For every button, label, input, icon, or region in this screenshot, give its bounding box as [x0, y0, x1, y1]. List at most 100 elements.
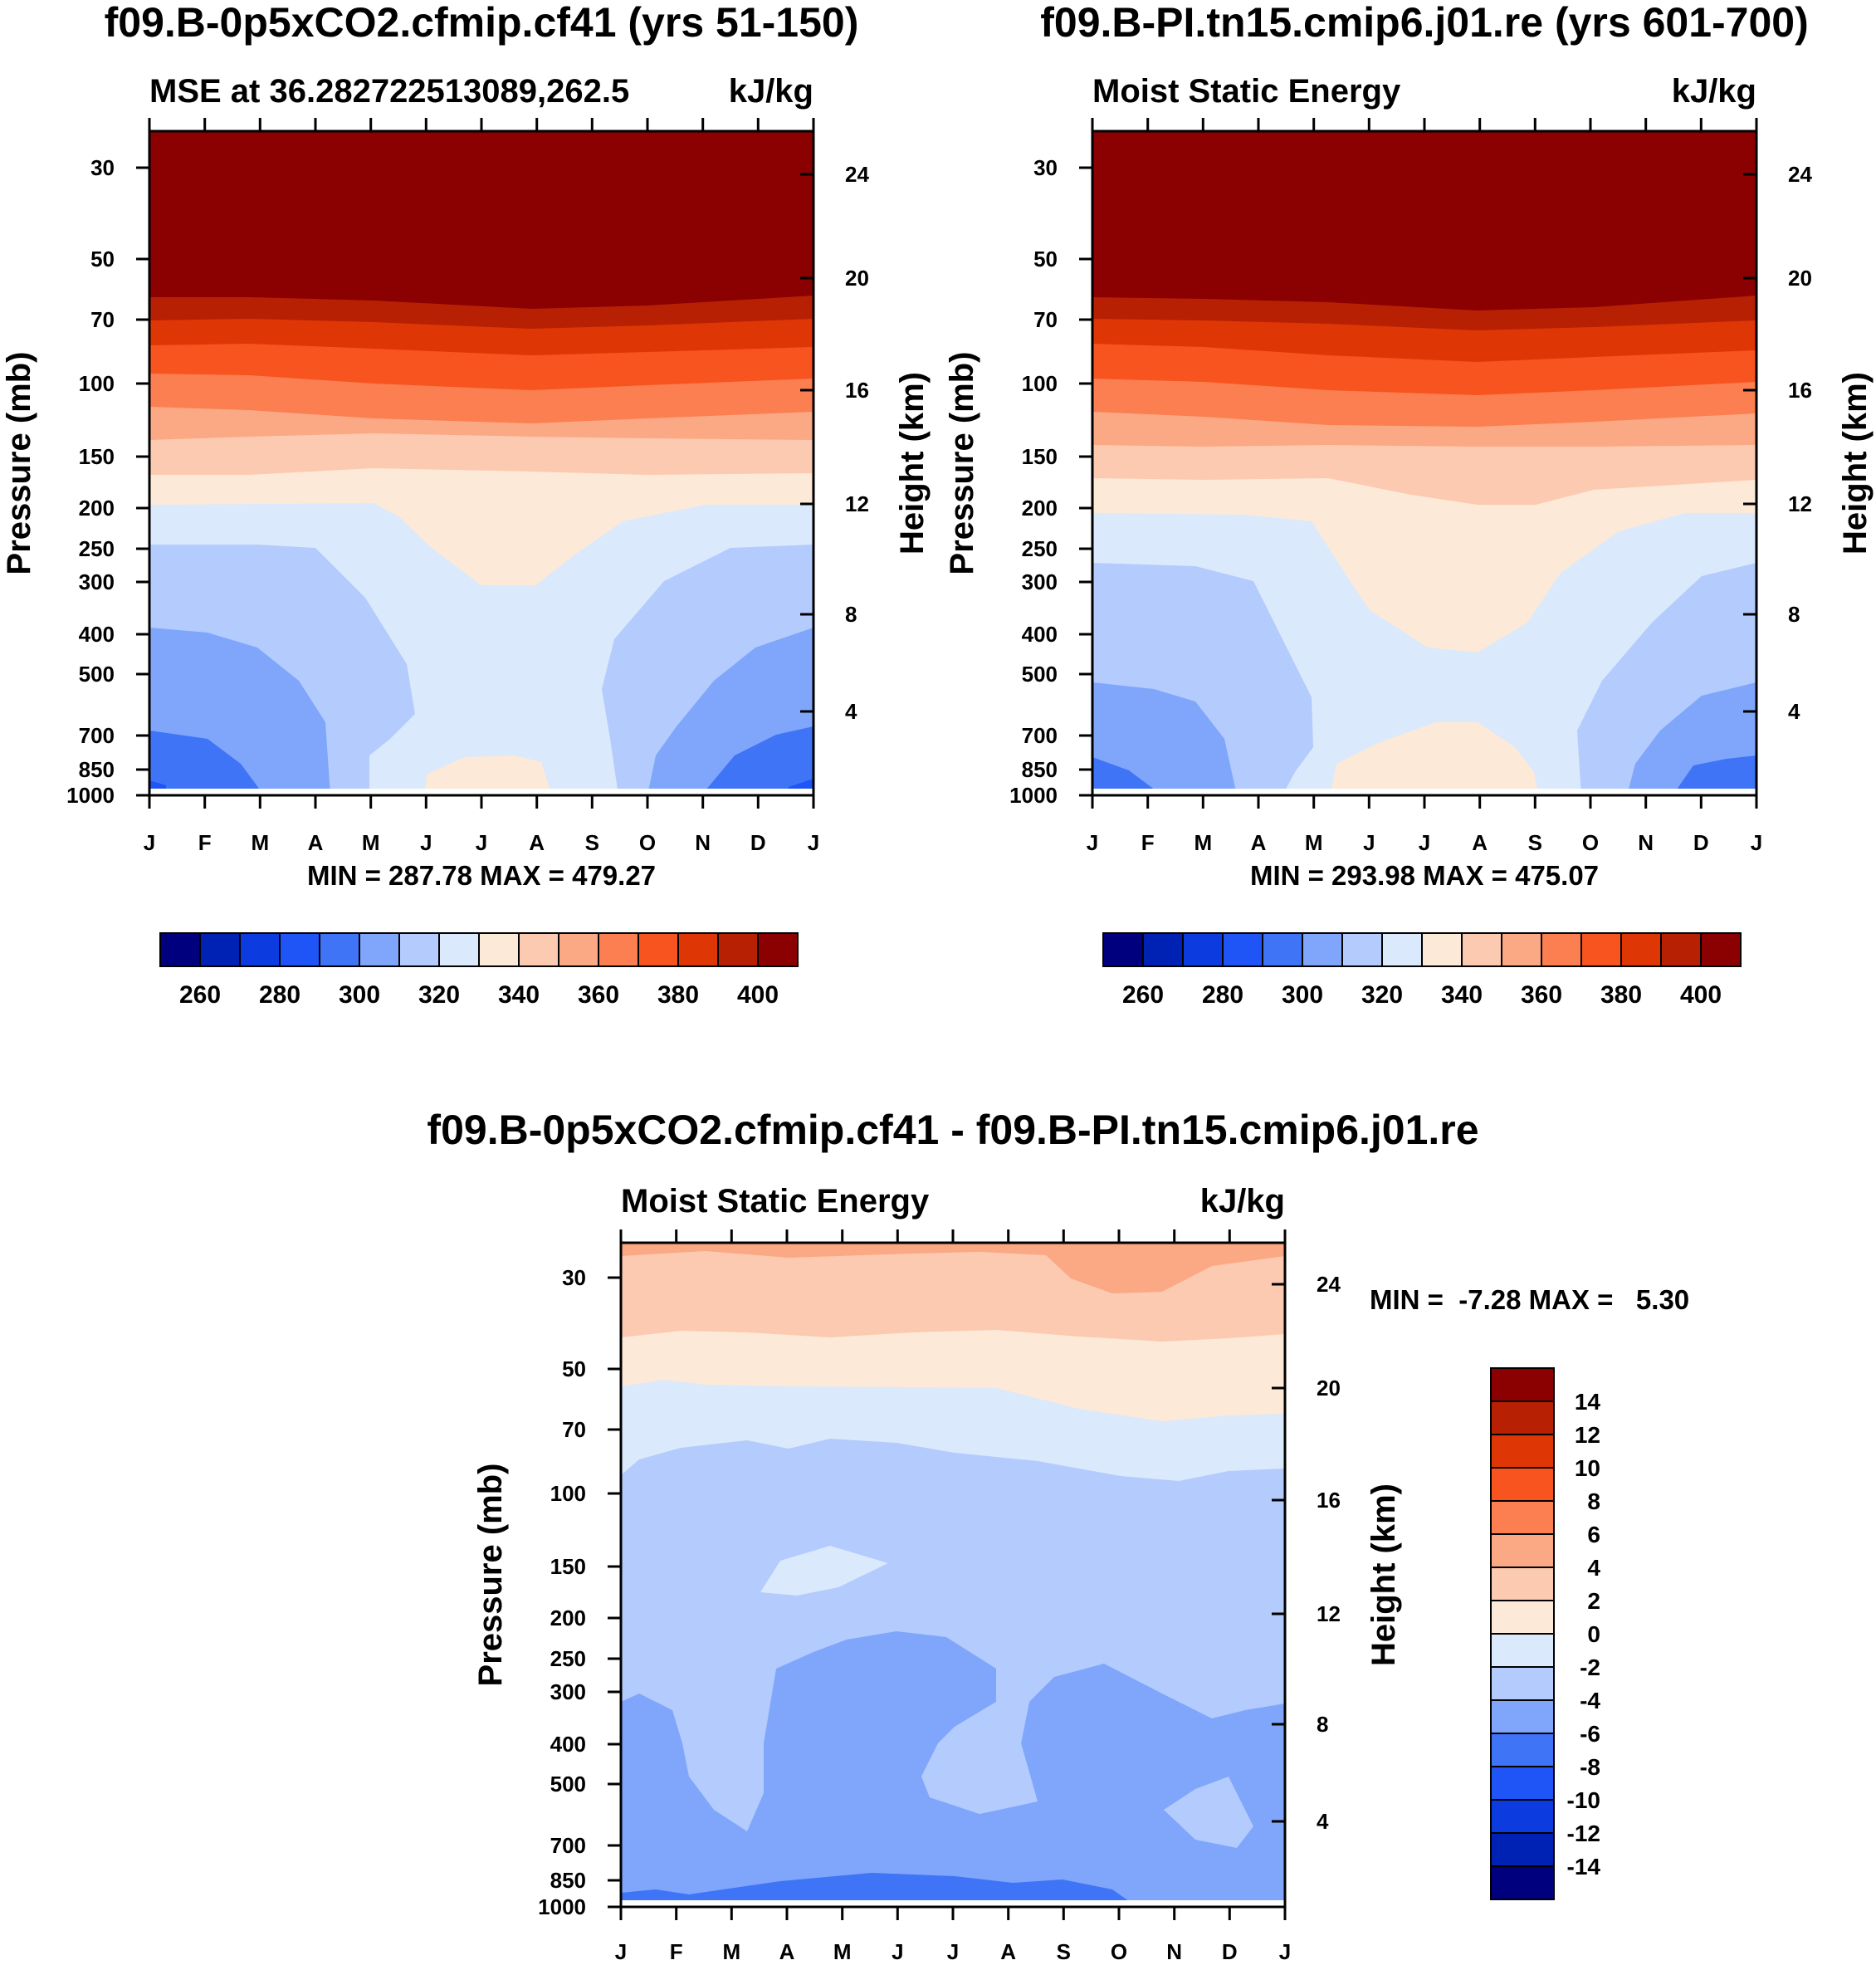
colorbar-label: 400: [737, 981, 779, 1009]
panel-2-y-ticks: [1079, 166, 1092, 797]
y-tick-label: 150: [550, 1554, 586, 1579]
colorbar-box: [1381, 932, 1423, 967]
panel-3-subtitle-right: kJ/kg: [1200, 1183, 1285, 1220]
colorbar-box: [199, 932, 241, 967]
panel-3-x-ticks: [619, 1907, 1287, 1920]
colorbar-box: [438, 932, 480, 967]
y-tick-label: 50: [1033, 247, 1058, 271]
colorbar-box: [677, 932, 719, 967]
y-tick-label: 150: [1022, 444, 1058, 469]
y2-tick-label: 12: [845, 491, 869, 516]
panel-1-minmax: MIN = 287.78 MAX = 479.27: [307, 860, 656, 891]
y2-tick-label: 24: [1788, 162, 1812, 187]
colorbar-box: [1700, 932, 1742, 967]
colorbar-box: [1262, 932, 1303, 967]
panel-1-title: f09.B-0p5xCO2.cfmip.cf41 (yrs 51-150): [105, 0, 859, 46]
x-tick-label: F: [198, 830, 212, 855]
colorbar-box: [1660, 932, 1702, 967]
x-tick-label: J: [947, 1939, 959, 1964]
colorbar-label: -8: [1580, 1754, 1600, 1780]
y-tick-label: 150: [79, 444, 115, 469]
y2-tick-label: 12: [1788, 491, 1812, 516]
panel-1: f09.B-0p5xCO2.cfmip.cf41 (yrs 51-150) M S…: [1, 0, 931, 1009]
y-tick-label: 400: [550, 1732, 586, 1757]
x-tick-label: M: [362, 830, 380, 855]
colorbar-box: [359, 932, 400, 967]
colorbar-label: 300: [339, 981, 380, 1009]
panel-1-ylabel: Pressure (mb): [1, 352, 37, 575]
colorbar-box: [159, 932, 201, 967]
colorbar-label: 260: [1122, 981, 1164, 1009]
panel-2-x-labels: J F M A M J J A S O N D J: [1087, 830, 1762, 855]
y-tick-label: 30: [562, 1265, 586, 1290]
colorbar-label: 10: [1575, 1455, 1600, 1481]
y2-tick-label: 8: [845, 602, 857, 627]
y2-tick-label: 16: [1317, 1488, 1341, 1513]
colorbar-box: [1142, 932, 1184, 967]
y2-tick-label: 24: [845, 162, 869, 187]
panel-3-y2label: Height (km): [1365, 1484, 1402, 1666]
x-tick-label: M: [251, 830, 269, 855]
colorbar-box: [598, 932, 639, 967]
colorbar-box: [638, 932, 679, 967]
panel-3-y2-ticks: [1272, 1283, 1285, 1823]
panel-3-ylabel: Pressure (mb): [472, 1464, 509, 1687]
panel-2-y2-labels: 24 20 16 12 8 4: [1788, 162, 1812, 724]
panel-2-subtitle-right: kJ/kg: [1672, 73, 1756, 110]
colorbar-label: 260: [179, 981, 221, 1009]
panel-2-contour-field: [1092, 131, 1756, 789]
y2-tick-label: 4: [1317, 1809, 1329, 1834]
colorbar-label: 4: [1587, 1555, 1600, 1581]
contour-band-300: [149, 628, 813, 789]
y2-tick-label: 12: [1317, 1601, 1341, 1626]
panel-1-subtitle-right: kJ/kg: [729, 73, 813, 110]
contour-band-minus4-minus2-island-1: [921, 1702, 1038, 1814]
colorbar-label: -14: [1567, 1854, 1601, 1879]
y-tick-label: 100: [79, 371, 115, 396]
y-tick-label: 400: [1022, 622, 1058, 647]
x-tick-label: M: [1194, 830, 1212, 855]
colorbar-box: [1490, 1666, 1555, 1701]
colorbar-box: [1182, 932, 1224, 967]
colorbar-box: [1490, 1633, 1555, 1668]
panel-2-y2label: Height (km): [1837, 372, 1874, 555]
x-tick-label: S: [585, 830, 599, 855]
y2-tick-label: 20: [845, 266, 869, 291]
x-tick-label: A: [779, 1939, 795, 1964]
panel-3-y-ticks: [608, 1276, 621, 1909]
contour-band-290: [149, 726, 813, 789]
y-tick-label: 300: [550, 1679, 586, 1704]
panel-1-y-ticks: [136, 166, 149, 797]
y-tick-label: 850: [79, 757, 115, 782]
x-tick-label: N: [1166, 1939, 1182, 1964]
y-tick-label: 30: [90, 155, 115, 180]
panel-1-contour-field: [149, 131, 813, 789]
y2-tick-label: 16: [845, 378, 869, 403]
colorbar-box: [1501, 932, 1542, 967]
x-tick-label: M: [1305, 830, 1323, 855]
colorbar-box: [1461, 932, 1502, 967]
colorbar-label: 320: [418, 981, 460, 1009]
y-tick-label: 1000: [1009, 783, 1058, 808]
y-tick-label: 700: [1022, 723, 1058, 748]
y2-tick-label: 4: [845, 699, 857, 724]
colorbar-box: [1341, 932, 1383, 967]
y2-tick-label: 24: [1317, 1272, 1341, 1297]
y-tick-label: 50: [90, 247, 115, 271]
colorbar-label: 280: [259, 981, 300, 1009]
colorbar-label: 400: [1680, 981, 1722, 1009]
y-tick-label: 200: [79, 496, 115, 521]
colorbar-label: 12: [1575, 1422, 1600, 1448]
colorbar-box: [1421, 932, 1463, 967]
y-tick-label: 100: [1022, 371, 1058, 396]
colorbar-label: 0: [1587, 1621, 1600, 1647]
colorbar-box: [1490, 1600, 1555, 1635]
y-tick-label: 200: [1022, 496, 1058, 521]
panel-1-colorbar: [159, 932, 799, 967]
panel-3-contour-field: [621, 1243, 1285, 1904]
panel-3-title: f09.B-0p5xCO2.cfmip.cf41 - f09.B-PI.tn15…: [427, 1107, 1478, 1153]
panel-3: f09.B-0p5xCO2.cfmip.cf41 - f09.B-PI.tn15…: [427, 1107, 1689, 1964]
colorbar-label: 8: [1587, 1488, 1600, 1514]
x-tick-label: J: [615, 1939, 627, 1964]
